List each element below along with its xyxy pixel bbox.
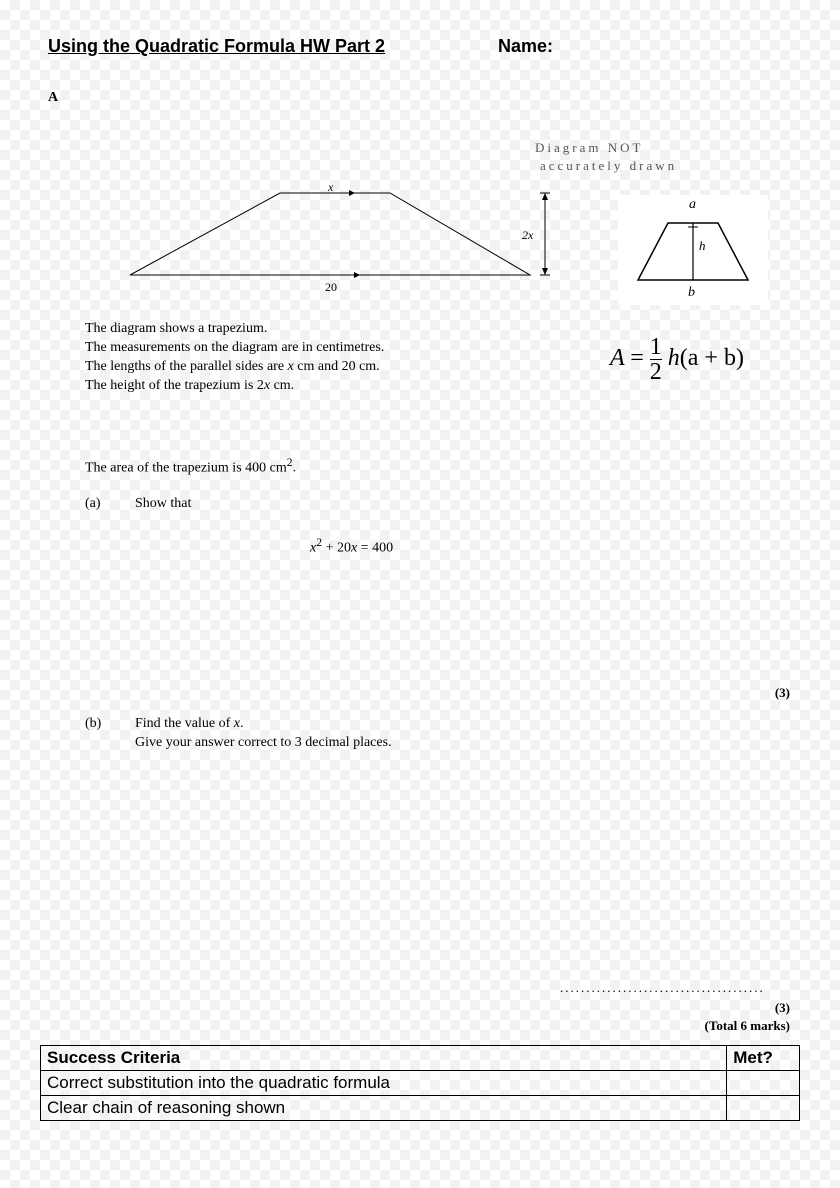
sc-met-header: Met? xyxy=(727,1046,800,1071)
part-b-line1: Find the value of x. xyxy=(135,715,585,734)
part-a-text: Show that xyxy=(135,495,191,514)
trap-bottom-label: 20 xyxy=(325,280,337,295)
desc-l3-pre: The lengths of the parallel sides are xyxy=(85,359,288,374)
trap-height-label: 2x xyxy=(522,228,533,243)
formula-fraction: 1 2 xyxy=(650,335,662,384)
formula-numer: 1 xyxy=(650,335,662,360)
formula-denom: 2 xyxy=(650,360,662,384)
area-formula: A = 1 2 h(a + b) xyxy=(610,335,744,384)
formula-A: A xyxy=(610,345,624,371)
trap-top-label: x xyxy=(328,180,333,195)
formula-rest: (a + b) xyxy=(680,345,744,371)
success-criteria-table: Success Criteria Met? Correct substituti… xyxy=(40,1045,800,1121)
sc-row-0: Correct substitution into the quadratic … xyxy=(41,1071,727,1096)
page-title: Using the Quadratic Formula HW Part 2 xyxy=(48,36,385,57)
desc-l4-pre: The height of the trapezium is 2 xyxy=(85,378,264,393)
desc-l2: The measurements on the diagram are in c… xyxy=(85,339,505,358)
desc-l4: The height of the trapezium is 2x cm. xyxy=(85,377,505,396)
area-line-pre: The area of the trapezium is 400 cm xyxy=(85,461,287,476)
part-a-marks: (3) xyxy=(740,685,790,701)
part-a-equation: x2 + 20x = 400 xyxy=(310,535,393,559)
area-line-post: . xyxy=(293,461,297,476)
answer-line: ....................................... xyxy=(560,980,765,996)
sc-header: Success Criteria xyxy=(41,1046,727,1071)
part-b-text: Find the value of x. Give your answer co… xyxy=(135,715,585,753)
eqa-post: = 400 xyxy=(357,541,393,556)
ref-top-label: a xyxy=(689,197,696,213)
total-marks: (Total 6 marks) xyxy=(660,1018,790,1034)
part-b-line2: Give your answer correct to 3 decimal pl… xyxy=(135,734,585,753)
description-block: The diagram shows a trapezium. The measu… xyxy=(85,320,505,396)
part-b-marks: (3) xyxy=(740,1000,790,1016)
formula-h: h xyxy=(668,345,680,371)
desc-l4-post: cm. xyxy=(270,378,294,393)
eqa-mid: + 20 xyxy=(322,541,351,556)
pb-l1-pre: Find the value of xyxy=(135,716,234,731)
sc-row-1: Clear chain of reasoning shown xyxy=(41,1096,727,1121)
part-a-label: (a) xyxy=(85,495,101,514)
name-label: Name: xyxy=(498,36,553,57)
desc-l3-post: cm and 20 cm. xyxy=(294,359,380,374)
ref-bottom-label: b xyxy=(688,285,695,301)
sc-met-0 xyxy=(727,1071,800,1096)
formula-eq: = xyxy=(630,345,644,371)
question-label: A xyxy=(48,90,58,106)
ref-height-label: h xyxy=(699,238,706,254)
part-b-label: (b) xyxy=(85,715,101,734)
sc-met-1 xyxy=(727,1096,800,1121)
diagram-note-1: Diagram NOT xyxy=(535,140,643,156)
desc-l3: The lengths of the parallel sides are x … xyxy=(85,358,505,377)
desc-l1: The diagram shows a trapezium. xyxy=(85,320,505,339)
diagram-note-2: accurately drawn xyxy=(540,158,677,174)
area-line: The area of the trapezium is 400 cm2. xyxy=(85,455,296,479)
pb-l1-post: . xyxy=(240,716,244,731)
